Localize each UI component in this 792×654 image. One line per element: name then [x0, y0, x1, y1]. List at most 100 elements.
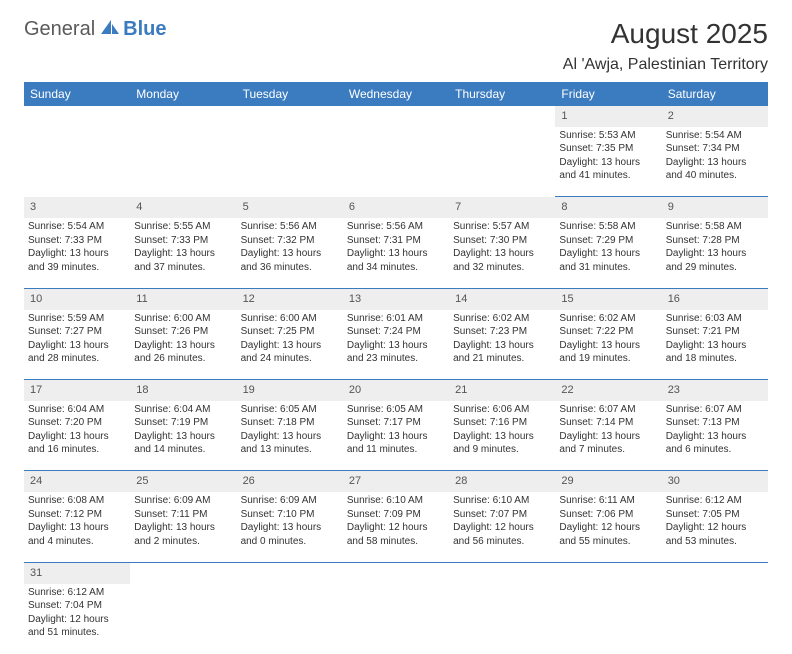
daylight-text: and 34 minutes.: [347, 261, 445, 275]
sunrise-text: Sunrise: 6:09 AM: [241, 494, 339, 508]
day-number: [343, 106, 449, 127]
daylight-text: Daylight: 13 hours: [134, 521, 232, 535]
day-number: 5: [237, 197, 343, 218]
day-number: [24, 106, 130, 127]
day-number: 11: [130, 288, 236, 309]
daylight-text: and 51 minutes.: [28, 626, 126, 640]
day-header: Monday: [130, 82, 236, 106]
daylight-text: and 53 minutes.: [666, 535, 764, 549]
daylight-text: Daylight: 12 hours: [28, 613, 126, 627]
daylight-text: Daylight: 13 hours: [28, 430, 126, 444]
daylight-text: Daylight: 13 hours: [559, 339, 657, 353]
day-number: 13: [343, 288, 449, 309]
day-number: 8: [555, 197, 661, 218]
day-number-row: 10111213141516: [24, 288, 768, 309]
day-number: 21: [449, 380, 555, 401]
daylight-text: Daylight: 13 hours: [666, 156, 764, 170]
day-cell: [343, 584, 449, 654]
sunrise-text: Sunrise: 5:54 AM: [28, 220, 126, 234]
daylight-text: and 13 minutes.: [241, 443, 339, 457]
day-cell: Sunrise: 5:55 AMSunset: 7:33 PMDaylight:…: [130, 218, 236, 288]
daylight-text: and 19 minutes.: [559, 352, 657, 366]
daylight-text: and 32 minutes.: [453, 261, 551, 275]
sunset-text: Sunset: 7:05 PM: [666, 508, 764, 522]
day-data-row: Sunrise: 5:54 AMSunset: 7:33 PMDaylight:…: [24, 218, 768, 288]
sunset-text: Sunset: 7:14 PM: [559, 416, 657, 430]
day-number: 18: [130, 380, 236, 401]
daylight-text: Daylight: 13 hours: [241, 430, 339, 444]
sunset-text: Sunset: 7:32 PM: [241, 234, 339, 248]
day-cell: [555, 584, 661, 654]
location-label: Al 'Awja, Palestinian Territory: [563, 56, 768, 74]
sunrise-text: Sunrise: 6:09 AM: [134, 494, 232, 508]
sunrise-text: Sunrise: 6:08 AM: [28, 494, 126, 508]
daylight-text: Daylight: 13 hours: [666, 339, 764, 353]
day-cell: Sunrise: 6:04 AMSunset: 7:20 PMDaylight:…: [24, 401, 130, 471]
daylight-text: and 29 minutes.: [666, 261, 764, 275]
daylight-text: and 36 minutes.: [241, 261, 339, 275]
page-header: General Blue August 2025 Al 'Awja, Pales…: [24, 18, 768, 74]
logo-text-1: General: [24, 18, 95, 41]
daylight-text: and 0 minutes.: [241, 535, 339, 549]
day-number: 31: [24, 562, 130, 583]
day-cell: Sunrise: 5:57 AMSunset: 7:30 PMDaylight:…: [449, 218, 555, 288]
day-cell: Sunrise: 6:10 AMSunset: 7:09 PMDaylight:…: [343, 492, 449, 562]
daylight-text: and 26 minutes.: [134, 352, 232, 366]
daylight-text: and 11 minutes.: [347, 443, 445, 457]
daylight-text: and 6 minutes.: [666, 443, 764, 457]
sunset-text: Sunset: 7:33 PM: [28, 234, 126, 248]
sunrise-text: Sunrise: 6:01 AM: [347, 312, 445, 326]
daylight-text: and 23 minutes.: [347, 352, 445, 366]
day-cell: Sunrise: 5:54 AMSunset: 7:33 PMDaylight:…: [24, 218, 130, 288]
sunrise-text: Sunrise: 6:06 AM: [453, 403, 551, 417]
day-number: 12: [237, 288, 343, 309]
day-number: 2: [662, 106, 768, 127]
day-number: [130, 562, 236, 583]
day-number: 25: [130, 471, 236, 492]
daylight-text: and 28 minutes.: [28, 352, 126, 366]
day-number-row: 24252627282930: [24, 471, 768, 492]
daylight-text: and 58 minutes.: [347, 535, 445, 549]
day-cell: Sunrise: 5:56 AMSunset: 7:32 PMDaylight:…: [237, 218, 343, 288]
sunrise-text: Sunrise: 6:10 AM: [347, 494, 445, 508]
day-number: [237, 562, 343, 583]
sunset-text: Sunset: 7:17 PM: [347, 416, 445, 430]
daylight-text: Daylight: 13 hours: [666, 247, 764, 261]
sunset-text: Sunset: 7:34 PM: [666, 142, 764, 156]
day-cell: Sunrise: 6:00 AMSunset: 7:25 PMDaylight:…: [237, 310, 343, 380]
day-data-row: Sunrise: 5:53 AMSunset: 7:35 PMDaylight:…: [24, 127, 768, 197]
daylight-text: and 4 minutes.: [28, 535, 126, 549]
sunrise-text: Sunrise: 5:56 AM: [241, 220, 339, 234]
logo-text-2: Blue: [123, 18, 166, 41]
daylight-text: Daylight: 13 hours: [453, 247, 551, 261]
day-header: Friday: [555, 82, 661, 106]
day-number: 23: [662, 380, 768, 401]
day-cell: [449, 584, 555, 654]
day-cell: Sunrise: 6:07 AMSunset: 7:14 PMDaylight:…: [555, 401, 661, 471]
daylight-text: and 24 minutes.: [241, 352, 339, 366]
day-cell: Sunrise: 6:08 AMSunset: 7:12 PMDaylight:…: [24, 492, 130, 562]
day-cell: Sunrise: 6:01 AMSunset: 7:24 PMDaylight:…: [343, 310, 449, 380]
day-number: 22: [555, 380, 661, 401]
day-number: 28: [449, 471, 555, 492]
sunset-text: Sunset: 7:28 PM: [666, 234, 764, 248]
day-cell: Sunrise: 6:09 AMSunset: 7:11 PMDaylight:…: [130, 492, 236, 562]
day-data-row: Sunrise: 5:59 AMSunset: 7:27 PMDaylight:…: [24, 310, 768, 380]
sunrise-text: Sunrise: 5:58 AM: [559, 220, 657, 234]
day-cell: Sunrise: 5:59 AMSunset: 7:27 PMDaylight:…: [24, 310, 130, 380]
day-cell: Sunrise: 6:10 AMSunset: 7:07 PMDaylight:…: [449, 492, 555, 562]
sunrise-text: Sunrise: 6:02 AM: [559, 312, 657, 326]
day-header: Sunday: [24, 82, 130, 106]
daylight-text: and 39 minutes.: [28, 261, 126, 275]
sunset-text: Sunset: 7:22 PM: [559, 325, 657, 339]
sunrise-text: Sunrise: 6:11 AM: [559, 494, 657, 508]
sunset-text: Sunset: 7:31 PM: [347, 234, 445, 248]
day-cell: Sunrise: 6:02 AMSunset: 7:22 PMDaylight:…: [555, 310, 661, 380]
title-block: August 2025 Al 'Awja, Palestinian Territ…: [563, 18, 768, 74]
sunrise-text: Sunrise: 5:53 AM: [559, 129, 657, 143]
day-cell: Sunrise: 6:09 AMSunset: 7:10 PMDaylight:…: [237, 492, 343, 562]
day-cell: [237, 584, 343, 654]
sunrise-text: Sunrise: 5:59 AM: [28, 312, 126, 326]
daylight-text: Daylight: 13 hours: [28, 247, 126, 261]
sunset-text: Sunset: 7:12 PM: [28, 508, 126, 522]
